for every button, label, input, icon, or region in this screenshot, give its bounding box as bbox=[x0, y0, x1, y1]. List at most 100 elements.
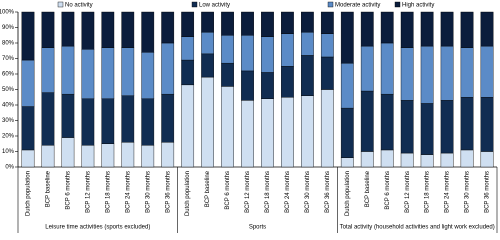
bar-segment bbox=[41, 145, 55, 168]
x-tick-label: BCP 24 months bbox=[285, 171, 291, 213]
bar-segment bbox=[221, 11, 234, 36]
bar-segment bbox=[360, 45, 374, 92]
x-tick-label: BCP 6 months bbox=[225, 171, 231, 210]
x-tick-label: BCP 24 months bbox=[445, 171, 451, 213]
bar-segment bbox=[81, 49, 95, 99]
bar-segment bbox=[400, 100, 414, 154]
bar-segment bbox=[460, 149, 474, 168]
bar-segment bbox=[181, 11, 195, 37]
bar-segment bbox=[360, 90, 374, 152]
group-label: Sports bbox=[249, 225, 266, 231]
bar-segment bbox=[320, 11, 334, 34]
x-tick-label: BCP baseline bbox=[205, 170, 211, 207]
bar-segment bbox=[181, 84, 195, 168]
bar-segment bbox=[61, 137, 75, 168]
bar-segment bbox=[121, 11, 135, 48]
bar-segment bbox=[320, 56, 334, 90]
x-tick-label: Dutch population bbox=[345, 171, 351, 216]
x-tick-label: BCP 30 months bbox=[145, 171, 151, 213]
chart: 0% 10% 20% 30% 40% 50% 60% 70% 80% 90% 100% Dutch p… bbox=[0, 1, 498, 233]
legend-swatch bbox=[191, 1, 198, 8]
y-tick-label: 100% bbox=[0, 10, 15, 16]
bar-segment bbox=[41, 47, 55, 93]
bar-segment bbox=[61, 93, 75, 138]
bar-segment bbox=[161, 42, 175, 95]
legend-label: Moderate activity bbox=[335, 3, 380, 9]
bar-segment bbox=[420, 103, 434, 155]
bar-segment bbox=[301, 31, 314, 56]
y-tick-label: 70% bbox=[2, 56, 15, 62]
bar-segment bbox=[181, 59, 195, 86]
bar-segment bbox=[81, 145, 95, 168]
bar-segment bbox=[360, 151, 374, 168]
bar-segment bbox=[420, 154, 434, 168]
bar-segment bbox=[340, 62, 354, 109]
x-tick-label: BCP 6 months bbox=[385, 171, 391, 210]
bar-segment bbox=[101, 11, 115, 48]
bar-segment bbox=[480, 11, 494, 47]
legend-swatch bbox=[394, 1, 401, 8]
bar-segment bbox=[121, 47, 135, 96]
bar-segment bbox=[101, 98, 115, 144]
x-tick-label: BCP 12 months bbox=[405, 171, 411, 213]
bar-segment bbox=[261, 98, 274, 168]
bar-segment bbox=[141, 98, 155, 146]
y-tick-label: 20% bbox=[2, 134, 15, 140]
legend-label: High activity bbox=[402, 3, 434, 9]
bar-segment bbox=[440, 11, 454, 47]
bar-segment bbox=[460, 97, 474, 151]
x-tick-label: Dutch population bbox=[26, 171, 32, 216]
bar-segment bbox=[181, 36, 195, 61]
bar-segment bbox=[420, 11, 434, 47]
bar-segment bbox=[261, 11, 274, 37]
y-tick-label: 0% bbox=[5, 165, 14, 171]
bar-segment bbox=[21, 149, 35, 168]
legend-label: Low activity bbox=[199, 3, 230, 9]
bar-segment bbox=[440, 152, 454, 168]
bar-segment bbox=[360, 11, 374, 47]
x-tick-label: BCP 6 months bbox=[65, 171, 71, 210]
y-tick-label: 50% bbox=[2, 87, 15, 93]
bar-segment bbox=[41, 92, 55, 146]
bar-segment bbox=[380, 93, 394, 151]
bar-segment bbox=[21, 11, 35, 61]
bar-segment bbox=[340, 157, 354, 168]
bar-segment bbox=[480, 151, 494, 168]
bar-segment bbox=[141, 52, 155, 99]
y-tick-label: 60% bbox=[2, 72, 15, 78]
bar-segment bbox=[201, 31, 214, 55]
group-label: Leisure time activities (sports excluded… bbox=[45, 225, 150, 231]
bar-segment bbox=[281, 66, 294, 98]
bar-segment bbox=[121, 141, 135, 168]
y-tick-label: 90% bbox=[2, 25, 15, 31]
bar-segment bbox=[340, 11, 354, 64]
bar-segment bbox=[141, 11, 155, 53]
bar-segment bbox=[41, 11, 55, 48]
bar-segment bbox=[400, 152, 414, 168]
bar-segment bbox=[241, 70, 254, 101]
bar-segment bbox=[241, 11, 254, 36]
y-tick-label: 10% bbox=[2, 149, 15, 155]
y-tick-label: 40% bbox=[2, 103, 15, 109]
bar-segment bbox=[61, 45, 75, 95]
bar-segment bbox=[121, 95, 135, 143]
x-tick-label: BCP 12 months bbox=[245, 171, 251, 213]
x-tick-label: BCP baseline bbox=[365, 170, 371, 207]
bar-segment bbox=[380, 11, 394, 44]
bar-segment bbox=[221, 35, 234, 64]
x-tick-label: BCP 36 months bbox=[325, 171, 331, 213]
bar-segment bbox=[141, 145, 155, 168]
bar-segment bbox=[201, 11, 214, 33]
legend-swatch bbox=[327, 1, 334, 8]
bar-segment bbox=[261, 72, 274, 99]
x-tick-label: Dutch population bbox=[185, 171, 191, 216]
y-tick-label: 30% bbox=[2, 118, 15, 124]
bar-segment bbox=[81, 11, 95, 50]
x-tick-label: BCP 18 months bbox=[425, 171, 431, 213]
x-tick-label: BCP 24 months bbox=[125, 171, 131, 213]
bar-segment bbox=[161, 93, 175, 143]
x-tick-label: BCP 18 months bbox=[105, 171, 111, 213]
bar-segment bbox=[21, 59, 35, 107]
bar-segment bbox=[480, 97, 494, 152]
bar-segment bbox=[460, 47, 474, 98]
